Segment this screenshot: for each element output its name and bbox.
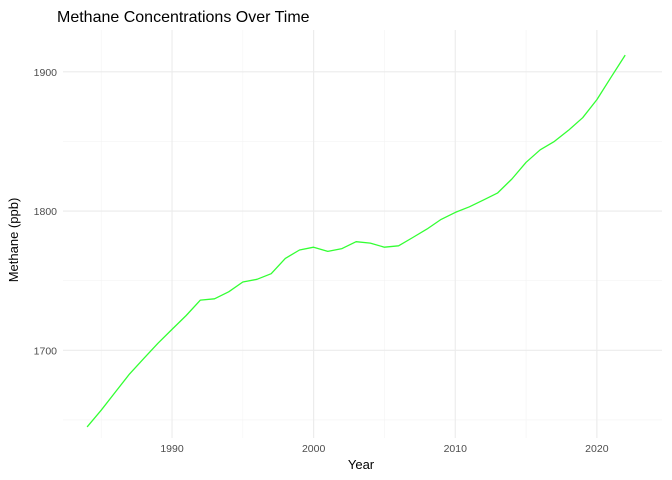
tick-labels: 1990 2000 2010 2020 1700 1800 1900	[34, 67, 609, 455]
series-lines	[86, 54, 626, 428]
x-tick-label: 2010	[444, 443, 468, 455]
x-tick-label: 2000	[302, 443, 326, 455]
y-tick-label: 1900	[34, 67, 58, 79]
chart-title: Methane Concentrations Over Time	[57, 9, 310, 26]
grid	[63, 30, 662, 438]
methane-series-line	[86, 54, 626, 428]
y-tick-label: 1800	[34, 206, 58, 218]
x-axis-title: Year	[348, 457, 375, 472]
y-tick-label: 1700	[34, 345, 58, 357]
x-tick-label: 2020	[585, 443, 609, 455]
y-axis-title: Methane (ppb)	[6, 198, 21, 283]
x-tick-label: 1990	[160, 443, 184, 455]
